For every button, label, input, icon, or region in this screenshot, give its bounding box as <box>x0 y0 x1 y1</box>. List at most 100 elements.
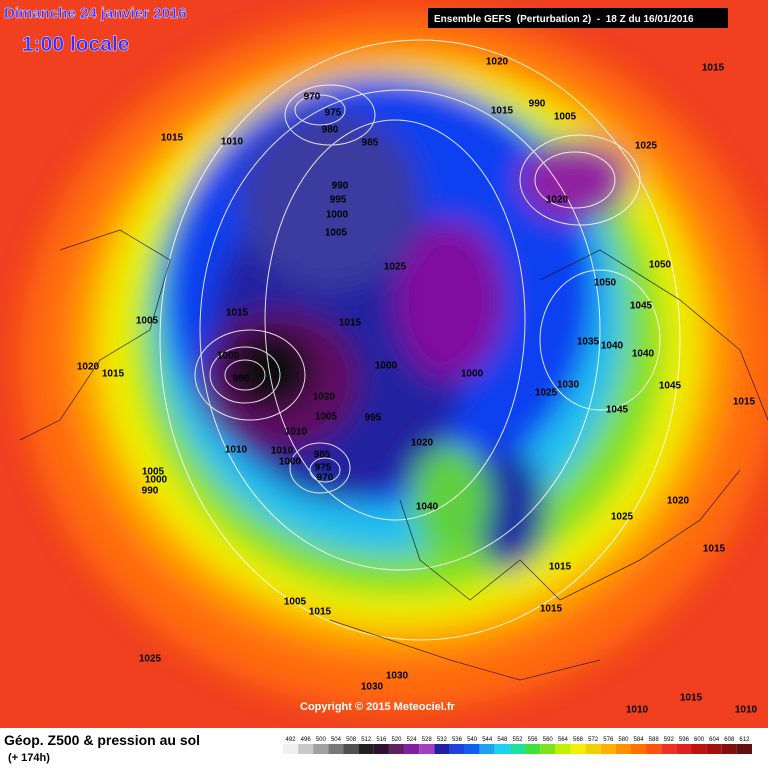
isobar-label: 1025 <box>635 141 658 152</box>
scale-swatch <box>540 744 556 754</box>
scale-label: 572 <box>588 737 599 743</box>
scale-swatch <box>358 744 374 754</box>
isobar-label: 995 <box>330 195 347 206</box>
isobar-label: 1040 <box>632 349 655 360</box>
isobar-label: 1005 <box>136 316 159 327</box>
isobar-label: 1030 <box>361 682 384 693</box>
scale-label: 600 <box>694 737 705 743</box>
model-header: Ensemble GEFS (Perturbation 2) - 18 Z du… <box>434 14 694 25</box>
color-scale: 492 496 500 504 508 512 516 520 524 528 532 536 540 5… <box>283 737 752 754</box>
scale-swatch <box>630 744 647 754</box>
isobar-label: 970 <box>304 92 321 103</box>
scale-label: 580 <box>618 737 629 743</box>
isobar-label: 1025 <box>535 388 558 399</box>
isobar-label: 1045 <box>630 301 653 312</box>
scale-label: 520 <box>391 737 402 743</box>
isobar-label: 1015 <box>491 106 514 117</box>
scale-swatch <box>313 744 329 754</box>
scale-swatch <box>706 744 722 754</box>
isobar-label: 1005 <box>315 412 338 423</box>
scale-swatch <box>298 744 314 754</box>
scale-swatch <box>404 744 420 754</box>
scale-swatch <box>388 744 405 754</box>
isobar-label: 980 <box>233 374 250 385</box>
isobar-label: 1010 <box>626 705 649 716</box>
isobar-label: 1005 <box>554 112 577 123</box>
scale-swatch <box>555 744 571 754</box>
scale-label: 512 <box>361 737 372 743</box>
scale-swatch <box>449 744 465 754</box>
isobar-label: 1045 <box>659 381 682 392</box>
isobar-label: 1000 <box>461 369 484 380</box>
isobar-label: 1000 <box>326 210 349 221</box>
isobar-label: 1050 <box>649 260 672 271</box>
scale-label: 504 <box>331 737 342 743</box>
scale-label: 528 <box>422 737 433 743</box>
isobar-label: 1010 <box>735 705 758 716</box>
scale-swatch <box>691 744 707 754</box>
isobar-label: 1015 <box>702 63 725 74</box>
isobar-label: 1005 <box>142 467 165 478</box>
isobar-label: 1030 <box>557 380 580 391</box>
isobar-label: 1015 <box>309 607 332 618</box>
isobar-label: 1010 <box>285 427 308 438</box>
scale-swatch <box>328 744 344 754</box>
isobar-label: 1025 <box>611 512 634 523</box>
scale-label: 548 <box>497 737 508 743</box>
copyright: Copyright © 2015 Meteociel.fr <box>300 701 456 713</box>
scale-swatch <box>373 744 389 754</box>
isobar-label: 1040 <box>416 502 439 513</box>
isobar-label: 985 <box>362 138 379 149</box>
isobar-label: 1020 <box>77 362 100 373</box>
scale-label: 492 <box>286 737 297 743</box>
isobar-label: 1020 <box>486 57 509 68</box>
scale-label: 596 <box>679 737 690 743</box>
scale-swatch <box>570 744 586 754</box>
scale-swatch <box>721 744 737 754</box>
scale-swatch <box>676 744 692 754</box>
model-header-box <box>428 8 728 28</box>
scale-swatch <box>419 744 435 754</box>
scale-label: 516 <box>376 737 387 743</box>
isobar-label: 1000 <box>279 457 302 468</box>
scale-label: 564 <box>558 737 569 743</box>
scale-label: 592 <box>664 737 675 743</box>
scale-swatch <box>434 744 450 754</box>
scale-label: 556 <box>528 737 539 743</box>
scale-label: 560 <box>543 737 554 743</box>
scale-swatch <box>585 744 601 754</box>
isobar-label: 1015 <box>339 318 362 329</box>
isobar-label: 990 <box>529 99 546 110</box>
isobar-label: 1010 <box>221 137 244 148</box>
isobar-label: 1015 <box>226 308 249 319</box>
isobar-label: 980 <box>322 125 339 136</box>
scale-swatch <box>509 744 526 754</box>
scale-label: 568 <box>573 737 584 743</box>
map-background <box>0 0 768 728</box>
isobar-label: 990 <box>332 181 349 192</box>
isobar-label: 1045 <box>606 405 629 416</box>
scale-label: 612 <box>739 737 750 743</box>
isobar-label: 970 <box>317 473 334 484</box>
isobar-label: 1005 <box>325 228 348 239</box>
scale-label: 604 <box>709 737 720 743</box>
isobar-label: 1015 <box>161 133 184 144</box>
isobar-label: 975 <box>325 108 342 119</box>
isobar-label: 1015 <box>540 604 563 615</box>
scale-swatch <box>494 744 510 754</box>
isobar-label: 1025 <box>139 654 162 665</box>
isobar-label: 1015 <box>102 369 125 380</box>
isobar-label: 1010 <box>271 446 294 457</box>
scale-swatch <box>661 744 677 754</box>
isobar-label: 1050 <box>594 278 617 289</box>
isobar-label: 1035 <box>577 337 600 348</box>
isobar-label: 1020 <box>546 195 569 206</box>
lead-time: (+ 174h) <box>8 752 50 764</box>
isobar-label: 1000 <box>145 475 168 486</box>
date-title: Dimanche 24 janvier 2016 <box>4 5 187 22</box>
scale-label: 576 <box>603 737 614 743</box>
isobar-label: 975 <box>315 463 332 474</box>
isobar-label: 1020 <box>411 438 434 449</box>
scale-swatch <box>736 744 752 754</box>
